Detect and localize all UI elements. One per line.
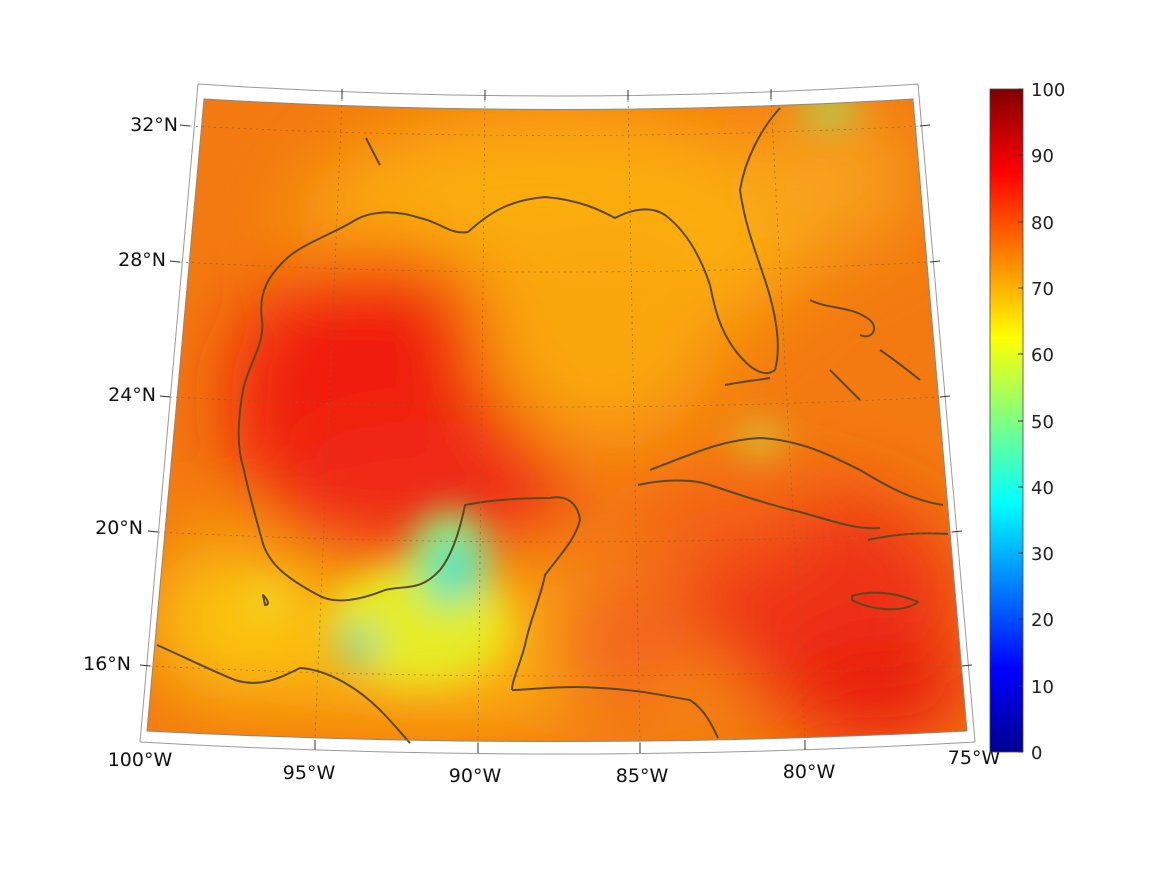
lon-label: 85°W — [616, 765, 669, 787]
colorbar: 100 90 80 70 60 50 40 30 20 10 0 — [989, 80, 1065, 764]
lon-label: 95°W — [283, 762, 336, 784]
colorbar-tick-label: 20 — [1031, 610, 1054, 631]
graticule — [149, 98, 963, 744]
colorbar-tick-label: 100 — [1031, 80, 1065, 101]
colorbar-tick-label: 30 — [1031, 544, 1054, 565]
axis-ticks — [139, 89, 973, 753]
lat-label: 16°N — [83, 653, 131, 675]
lon-label: 80°W — [783, 761, 836, 783]
lon-labels: 100°W 95°W 90°W 85°W 80°W 75°W — [108, 747, 1001, 787]
lat-label: 32°N — [130, 114, 178, 136]
colorbar-tick-label: 40 — [1031, 478, 1054, 499]
lat-label: 20°N — [95, 517, 143, 539]
colorbar-tick-label: 10 — [1031, 677, 1054, 698]
lon-label: 90°W — [449, 765, 502, 787]
coastlines — [156, 107, 949, 744]
lat-labels: 32°N 28°N 24°N 20°N 16°N — [83, 114, 178, 675]
colorbar-tick-label: 50 — [1031, 412, 1054, 433]
colorbar-tick-label: 60 — [1031, 345, 1054, 366]
lon-label: 75°W — [948, 747, 1001, 769]
lon-label: 100°W — [108, 749, 173, 771]
colorbar-tick-label: 70 — [1031, 279, 1054, 300]
colorbar-scale — [989, 88, 1024, 753]
lat-label: 28°N — [118, 249, 166, 271]
data-field — [147, 99, 967, 742]
colorbar-tick-label: 80 — [1031, 213, 1054, 234]
colorbar-tick-label: 90 — [1031, 146, 1054, 167]
lat-label: 24°N — [108, 384, 156, 406]
colorbar-tick-label: 0 — [1031, 743, 1042, 764]
map-frame — [139, 83, 976, 755]
